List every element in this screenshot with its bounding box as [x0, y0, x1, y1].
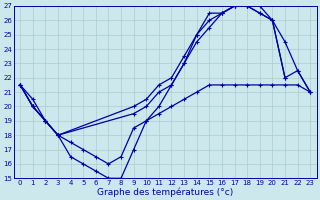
X-axis label: Graphe des températures (°c): Graphe des températures (°c) [97, 187, 233, 197]
